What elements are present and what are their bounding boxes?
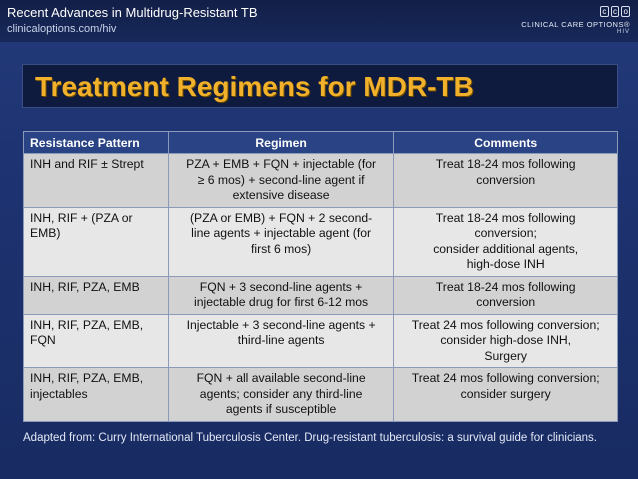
footnote-citation: Adapted from: Curry International Tuberc… xyxy=(23,432,597,444)
logo-mark-letter: c xyxy=(599,6,609,17)
comments-cell: Treat 18-24 mos following conversion; co… xyxy=(393,206,618,277)
regimen-cell: FQN + 3 second-line agents + injectable … xyxy=(167,275,395,315)
clinical-care-options-logo: c c o CLINICAL CARE OPTIONS® HIV xyxy=(518,6,630,36)
table-row: INH, RIF, PZA, EMB, injectables FQN + al… xyxy=(23,367,618,422)
cell-line: Treat 18-24 mos following xyxy=(435,210,576,225)
cell-line: ≥ 6 mos) + second-line agent if xyxy=(197,172,365,187)
cell-line: consider surgery xyxy=(460,386,551,401)
cell-line: Surgery xyxy=(484,348,528,363)
cell-line: agents if susceptible xyxy=(225,402,337,416)
cell-line: consider high-dose INH, xyxy=(440,333,572,347)
title-bar: Treatment Regimens for MDR-TB xyxy=(22,64,618,108)
logo-mark-letter: c xyxy=(610,6,620,17)
table-row: INH and RIF ± Strept PZA + EMB + FQN + i… xyxy=(23,153,618,208)
cell-line: PZA + EMB + FQN + injectable (for xyxy=(186,157,377,171)
page-title: Treatment Regimens for MDR-TB xyxy=(35,71,474,102)
cell-line: conversion xyxy=(476,295,536,309)
logo-subtext: HIV xyxy=(616,29,630,35)
column-header-comments: Comments xyxy=(393,131,618,154)
column-header-resistance-pattern: Resistance Pattern xyxy=(23,131,169,154)
table-row: INH, RIF, PZA, EMB FQN + 3 second-line a… xyxy=(23,275,618,315)
cell-line: high-dose INH xyxy=(466,257,545,271)
cell-line: first 6 mos) xyxy=(250,241,312,256)
cell-line: injectable drug for first 6-12 mos xyxy=(194,295,369,309)
comments-cell: Treat 24 mos following conversion; consi… xyxy=(393,367,618,422)
comments-cell: Treat 18-24 mos following conversion xyxy=(393,275,618,315)
table-header-row: Resistance Pattern Regimen Comments xyxy=(23,131,618,154)
comments-cell: Treat 18-24 mos following conversion xyxy=(393,153,618,208)
cell-line: Treat 18-24 mos following xyxy=(435,157,576,171)
cell-line: Injectable + 3 second-line agents + xyxy=(186,317,376,332)
cell-line: agents; consider any third-line xyxy=(199,386,363,401)
cell-line: conversion; xyxy=(474,226,537,240)
resistance-pattern-cell: INH, RIF + (PZA or EMB) xyxy=(23,206,169,277)
cell-line: extensive disease xyxy=(232,188,330,202)
header-band: Recent Advances in Multidrug-Resistant T… xyxy=(0,0,638,42)
regimens-table: Resistance Pattern Regimen Comments INH … xyxy=(23,131,618,422)
comments-cell: Treat 24 mos following conversion; consi… xyxy=(393,313,618,368)
cell-line: FQN + all available second-line xyxy=(196,371,366,385)
cell-line: conversion xyxy=(476,172,536,187)
cell-line: Treat 24 mos following conversion; xyxy=(411,317,600,332)
resistance-pattern-cell: INH, RIF, PZA, EMB, FQN xyxy=(23,313,169,368)
logo-mark-icon: c c o xyxy=(599,6,630,19)
table-row: INH, RIF, PZA, EMB, FQN Injectable + 3 s… xyxy=(23,313,618,368)
regimen-cell: PZA + EMB + FQN + injectable (for ≥ 6 mo… xyxy=(167,153,395,208)
logo-text: CLINICAL CARE OPTIONS® xyxy=(521,20,630,29)
header-url: clinicaloptions.com/hiv xyxy=(7,23,117,35)
cell-line: (PZA or EMB) + FQN + 2 second- xyxy=(190,210,373,225)
table-row: INH, RIF + (PZA or EMB) (PZA or EMB) + F… xyxy=(23,206,618,277)
resistance-pattern-cell: INH, RIF, PZA, EMB, injectables xyxy=(23,367,169,422)
cell-line: third-line agents xyxy=(237,333,325,347)
regimen-cell: FQN + all available second-line agents; … xyxy=(167,367,395,422)
regimen-cell: (PZA or EMB) + FQN + 2 second- line agen… xyxy=(167,206,395,277)
cell-line: FQN + 3 second-line agents + xyxy=(199,279,363,294)
column-header-regimen: Regimen xyxy=(167,131,395,154)
resistance-pattern-cell: INH, RIF, PZA, EMB xyxy=(23,275,169,315)
cell-line: line agents + injectable agent (for xyxy=(191,226,372,240)
cell-line: consider additional agents, xyxy=(433,241,579,256)
cell-line: Treat 24 mos following conversion; xyxy=(411,371,600,385)
logo-mark-letter: o xyxy=(621,6,630,17)
header-title: Recent Advances in Multidrug-Resistant T… xyxy=(7,5,258,20)
cell-line: Treat 18-24 mos following xyxy=(435,279,576,294)
resistance-pattern-cell: INH and RIF ± Strept xyxy=(23,153,169,208)
regimen-cell: Injectable + 3 second-line agents + thir… xyxy=(167,313,395,368)
